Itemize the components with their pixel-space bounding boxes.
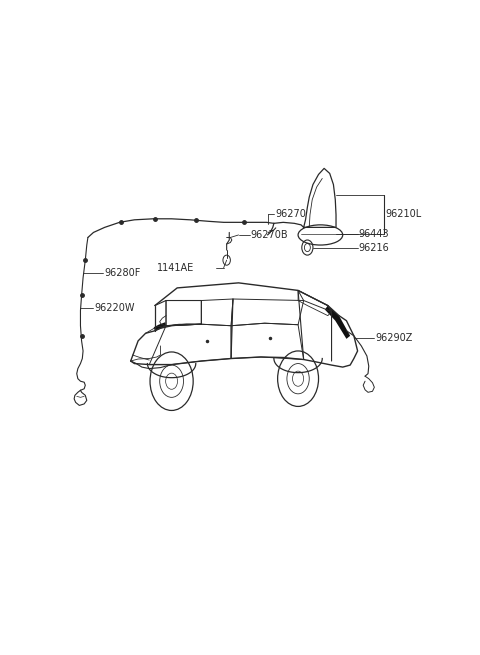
Text: 96270B: 96270B: [251, 230, 288, 240]
Text: 1141AE: 1141AE: [156, 263, 194, 272]
Polygon shape: [325, 305, 350, 339]
Text: 96220W: 96220W: [95, 303, 135, 313]
Text: 96280F: 96280F: [104, 268, 140, 278]
Text: 96290Z: 96290Z: [375, 333, 413, 343]
Text: 96270: 96270: [275, 209, 306, 219]
Text: 96443: 96443: [359, 229, 389, 239]
Text: 96216: 96216: [359, 242, 389, 253]
Text: 96210L: 96210L: [385, 209, 422, 219]
Polygon shape: [154, 322, 166, 331]
